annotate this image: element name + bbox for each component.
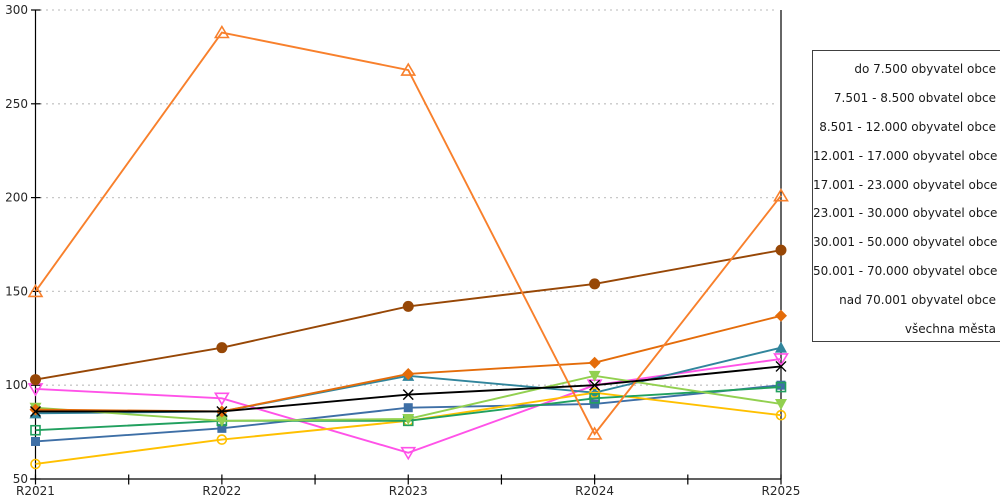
marker-triangle-down-icon <box>588 370 601 382</box>
legend-item: 17.001 - 23.000 obyvatel obce <box>813 177 998 192</box>
marker-circle-icon <box>30 374 41 386</box>
marker-circle-icon <box>216 342 228 354</box>
marker-circle-open-icon <box>30 458 41 470</box>
y-tick-label: 100 <box>5 378 28 392</box>
y-tick-label: 300 <box>5 3 28 17</box>
marker-diamond-icon <box>588 356 601 369</box>
marker-diamond-icon <box>775 309 787 322</box>
marker-circle-icon <box>775 244 787 256</box>
marker-triangle-down-open-icon <box>213 392 230 406</box>
y-tick-group: 50 100 150 200 250 300 <box>5 3 41 486</box>
legend-item: 50.001 - 70.000 obyvatel obce <box>813 264 998 279</box>
marker-square-icon <box>403 403 413 413</box>
marker-triangle-open-icon <box>586 426 603 440</box>
legend-item: 7.501 - 8.500 obvatel obce <box>833 90 996 105</box>
marker-triangle-open-icon <box>773 188 789 202</box>
marker-triangle-down-icon <box>402 413 415 425</box>
x-tick-label: R2024 <box>575 484 614 498</box>
marker-square-icon <box>776 380 786 390</box>
series-1 <box>27 24 789 440</box>
marker-triangle-down-open-icon <box>400 446 417 461</box>
legend-item: do 7.500 obyvatel obce <box>854 62 996 76</box>
marker-triangle-open-icon <box>400 62 417 76</box>
legend-item: 8.501 - 12.000 obyvatel obce <box>819 119 996 134</box>
marker-square-open-icon <box>589 393 600 404</box>
marker-circle-icon <box>589 278 601 290</box>
legend: do 7.500 obyvatel obce 7.501 - 8.500 obva… <box>812 50 1000 342</box>
y-tick-label: 200 <box>5 191 28 205</box>
series-4 <box>29 370 787 427</box>
marker-circle-open-icon <box>216 434 228 445</box>
series-line <box>35 249 782 381</box>
x-tick-label: R2022 <box>202 484 241 498</box>
marker-square-icon <box>590 399 600 409</box>
series-5 <box>31 380 786 446</box>
marker-square-open-icon <box>30 424 41 436</box>
marker-diamond-icon <box>29 403 42 416</box>
legend-item: nad 70.001 obyvatel obce <box>839 293 996 308</box>
x-tick-group: R2021 R2022 R2023 R2024 R2025 <box>16 474 801 498</box>
marker-diamond-icon <box>402 367 415 380</box>
marker-triangle-down-icon <box>215 415 228 427</box>
marker-triangle-icon <box>775 341 787 353</box>
marker-circle-icon <box>402 300 414 312</box>
marker-x-icon <box>589 379 601 391</box>
marker-triangle-down-icon <box>775 398 787 410</box>
marker-x-icon <box>402 389 414 401</box>
marker-triangle-open-icon <box>27 283 44 298</box>
legend-item: 30.001 - 50.000 obyvatel obce <box>813 235 998 250</box>
marker-circle-open-icon <box>589 387 600 399</box>
marker-square-icon <box>217 423 227 433</box>
series-line <box>34 31 782 436</box>
marker-x-icon <box>216 405 228 417</box>
marker-x-icon <box>30 405 41 417</box>
y-tick-label: 50 <box>13 472 28 486</box>
marker-circle-open-icon <box>775 409 787 421</box>
series-0 <box>30 387 787 470</box>
legend-item: 23.001 - 30.000 obyvatel obce <box>813 206 998 221</box>
y-tick-label: 150 <box>5 284 28 298</box>
legend-item: všechna města <box>904 322 996 337</box>
marker-triangle-down-open-icon <box>773 353 789 367</box>
series-8 <box>30 244 787 386</box>
series-line <box>35 357 782 454</box>
x-tick-label: R2023 <box>389 484 428 498</box>
marker-square-open-icon <box>775 381 787 393</box>
legend-item: 12.001 - 17.000 obyvatel obce <box>813 148 998 163</box>
x-tick-label: R2025 <box>762 484 801 498</box>
marker-x-icon <box>775 360 787 372</box>
x-tick-label: R2021 <box>16 484 55 498</box>
marker-square-icon <box>31 436 40 446</box>
y-tick-label: 250 <box>5 97 28 111</box>
series-9 <box>30 360 787 417</box>
marker-triangle-open-icon <box>213 24 230 39</box>
